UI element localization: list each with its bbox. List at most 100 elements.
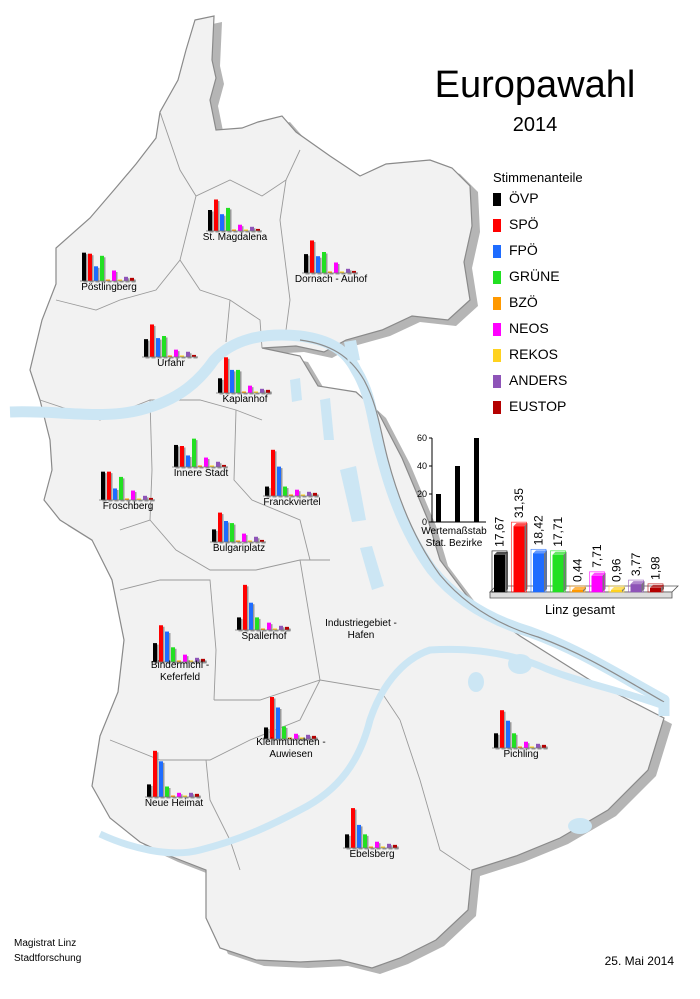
bar-shadow (353, 272, 358, 275)
district-chart: Froschberg (99, 471, 155, 512)
district-chart: Kaplanhof (216, 357, 272, 405)
legend-title: Stimmenanteile (493, 170, 583, 185)
district-bar (82, 252, 86, 281)
district-chart: Franckviertel (263, 449, 321, 508)
bar-shadow (370, 848, 375, 850)
district-bar (144, 339, 148, 357)
district-bar (88, 253, 92, 281)
district-bar (113, 488, 117, 500)
total-bar-top (650, 584, 664, 588)
bar-shadow (329, 273, 334, 275)
district-bar (210, 465, 214, 467)
total-bar-outline (550, 550, 566, 593)
total-bar (494, 554, 505, 592)
total-bar-top (513, 523, 528, 527)
district-bar (244, 229, 248, 231)
district-bar (216, 461, 220, 467)
scale-tick-label: 0 (422, 517, 427, 527)
district-bar (381, 846, 385, 848)
district-bar (387, 843, 391, 848)
map-title: Europawahl (434, 64, 636, 106)
district-bar (243, 584, 247, 630)
district-bar (236, 540, 240, 542)
total-bar-top (494, 551, 508, 555)
district-label: Bulgariplatz (213, 543, 265, 554)
district-bar (212, 529, 216, 542)
bar-shadow (245, 231, 250, 233)
district-bar (238, 224, 242, 231)
district-bar (288, 737, 292, 739)
district-bar (236, 369, 240, 393)
district-boundaries (39, 111, 471, 871)
footer-publisher-line2: Stadtforschung (14, 953, 82, 964)
district-bar (294, 733, 298, 739)
bar-shadow (255, 393, 260, 395)
legend-label: ANDERS (509, 372, 568, 388)
footer-date: 25. Mai 2014 (604, 954, 674, 968)
district-chart: Urfahr (142, 324, 198, 369)
bar-shadow (519, 748, 524, 750)
district-bar (218, 378, 222, 393)
bar-shadow (302, 496, 307, 498)
total-bar-outline (530, 548, 547, 593)
district-bar (289, 494, 293, 496)
bar-shadow (223, 466, 228, 469)
total-bar-outline (608, 585, 625, 593)
total-floor-front (489, 591, 673, 599)
district-bar (277, 466, 281, 496)
traun-river (98, 645, 666, 857)
bar-shadow (172, 797, 177, 799)
bar-shadow (261, 541, 266, 544)
scale-bar (455, 466, 460, 522)
district-bar (260, 539, 264, 542)
total-value-label: 17,67 (493, 517, 507, 547)
total-bar-outline (511, 521, 527, 593)
district-bar (165, 631, 169, 662)
district-bar (273, 628, 277, 630)
legend-label: GRÜNE (509, 268, 560, 284)
legend-label: REKOS (509, 346, 559, 362)
legend-label: FPÖ (509, 242, 538, 258)
total-value-label: 1,98 (649, 556, 663, 580)
district-bar (346, 268, 350, 273)
district-label: Kleinmünchen - (256, 737, 325, 748)
total-bar (591, 575, 603, 592)
district-label: Innere Stadt (174, 468, 229, 479)
district-bar (306, 734, 310, 739)
district-bar (159, 761, 163, 797)
district-bar (177, 660, 181, 662)
district-bar (530, 746, 534, 748)
district-bar (130, 277, 134, 281)
bar-shadow (178, 662, 183, 664)
district-bar (279, 625, 283, 630)
district-bar (143, 495, 147, 500)
district-bar (260, 388, 264, 393)
legend-swatch (493, 219, 501, 232)
legend-swatch (493, 193, 501, 206)
district-bar (118, 279, 122, 281)
total-chart-title: Linz gesamt (545, 602, 615, 617)
scale-tick-label: 40 (417, 461, 427, 471)
district-label: Dornach - Auhof (295, 274, 367, 285)
district-label: Franckviertel (263, 497, 320, 508)
district-bar (261, 628, 265, 630)
district-bar (162, 336, 166, 357)
footer-publisher-line1: Magistrat Linz (14, 938, 77, 949)
industry-label: Industriegebiet - (325, 618, 397, 629)
district-label: Spallerhof (241, 631, 286, 642)
district-bar (100, 255, 104, 281)
district-bar (310, 240, 314, 273)
district-bar (271, 449, 275, 496)
total-bar-top (552, 551, 567, 555)
district-bar (180, 355, 184, 357)
total-bar (611, 589, 622, 592)
total-bar-top (591, 572, 606, 576)
district-bar (192, 354, 196, 357)
district-bar (250, 226, 254, 231)
district-bar (226, 207, 230, 231)
district-bar (283, 486, 287, 496)
district-label: Pöstlingberg (81, 282, 137, 293)
bar-shadow (138, 500, 143, 502)
